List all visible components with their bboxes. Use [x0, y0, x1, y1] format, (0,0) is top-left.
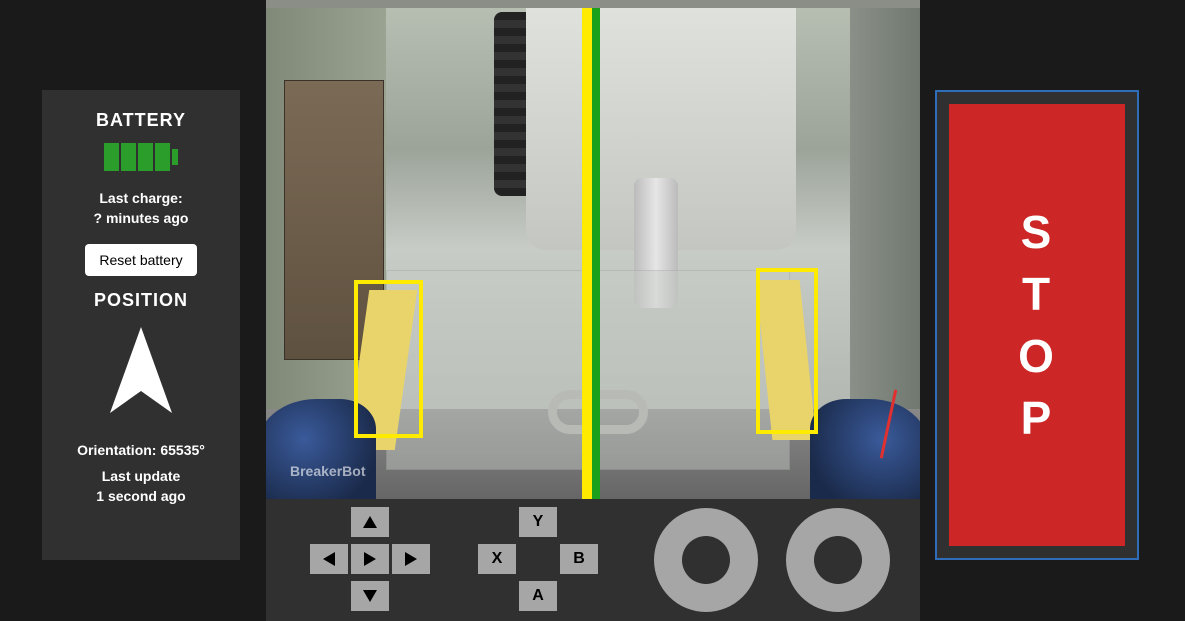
orientation-value: Orientation: 65535°	[52, 442, 230, 458]
dpad	[310, 507, 430, 613]
last-update-label: Last update	[52, 468, 230, 484]
arrow-up-icon	[363, 516, 377, 528]
center-line-green	[592, 0, 600, 499]
control-bar: Y X B A	[266, 499, 920, 621]
video-watermark: BreakerBot	[290, 463, 365, 479]
position-title: POSITION	[52, 290, 230, 311]
action-buttons: Y X B A	[478, 507, 598, 613]
b-button[interactable]: B	[560, 544, 598, 574]
a-button[interactable]: A	[519, 581, 557, 611]
battery-icon	[104, 143, 178, 171]
stop-panel: S T O P	[935, 90, 1139, 560]
camera-feed: BreakerBot	[266, 0, 920, 499]
last-update-value: 1 second ago	[52, 488, 230, 504]
reset-battery-button[interactable]: Reset battery	[85, 244, 196, 276]
dpad-up-button[interactable]	[351, 507, 389, 537]
arrow-right-icon	[405, 552, 417, 566]
detection-box-left	[354, 280, 423, 438]
battery-title: BATTERY	[52, 110, 230, 131]
arrow-down-icon	[363, 590, 377, 602]
stop-letter: S	[1021, 209, 1054, 255]
x-button[interactable]: X	[478, 544, 516, 574]
stop-letter: T	[1022, 271, 1052, 317]
emergency-stop-button[interactable]: S T O P	[949, 104, 1125, 546]
right-joystick[interactable]	[786, 508, 890, 612]
last-charge-value: ? minutes ago	[52, 210, 230, 226]
stop-letter: O	[1018, 333, 1056, 379]
left-joystick[interactable]	[654, 508, 758, 612]
stop-letter: P	[1021, 395, 1054, 441]
y-button[interactable]: Y	[519, 507, 557, 537]
last-charge-label: Last charge:	[52, 190, 230, 206]
detection-box-right	[756, 268, 818, 434]
dpad-right-button[interactable]	[392, 544, 430, 574]
compass-arrow-icon	[52, 325, 230, 426]
dpad-center-button[interactable]	[351, 544, 389, 574]
arrow-left-icon	[323, 552, 335, 566]
dpad-left-button[interactable]	[310, 544, 348, 574]
arrow-right-icon	[364, 552, 376, 566]
dpad-down-button[interactable]	[351, 581, 389, 611]
status-sidebar: BATTERY Last charge: ? minutes ago Reset…	[42, 90, 240, 560]
